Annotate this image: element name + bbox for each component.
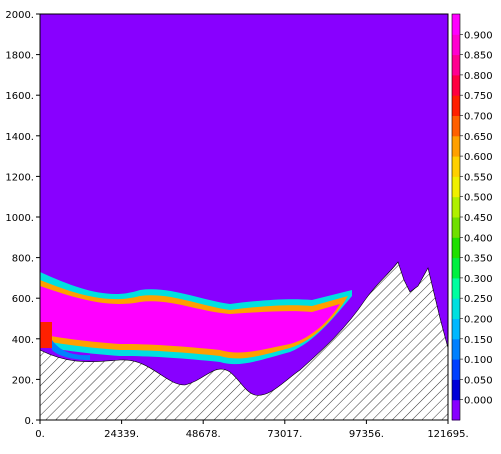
- colorbar-swatch: [452, 359, 460, 380]
- colorbar-swatch: [452, 156, 460, 177]
- x-axis: 0. 24339. 48678. 73017. 97356. 121695.: [35, 420, 469, 440]
- x-tick-label: 0.: [35, 429, 45, 440]
- colorbar-label: 0.200: [464, 315, 493, 326]
- colorbar-swatch: [452, 196, 460, 218]
- colorbar-swatch: [452, 257, 460, 279]
- colorbar-swatch: [452, 135, 460, 157]
- x-tick-label: 121695.: [427, 429, 468, 440]
- colorbar-label: 0.000: [464, 396, 493, 407]
- y-tick-label: 1800.: [5, 51, 34, 62]
- colorbar-label: 0.350: [464, 254, 493, 265]
- colorbar-label: 0.400: [464, 233, 493, 244]
- colorbar-label: 0.700: [464, 112, 493, 123]
- colorbar-swatch: [452, 54, 460, 76]
- y-tick-label: 1600.: [5, 91, 34, 102]
- plume-left-edge: [40, 322, 52, 348]
- y-tick-label: 400.: [12, 335, 34, 346]
- colorbar-label: 0.650: [464, 132, 493, 143]
- x-tick-label: 24339.: [104, 429, 139, 440]
- colorbar-swatch: [452, 399, 460, 421]
- colorbar-swatch: [452, 318, 460, 340]
- colorbar: 0.000 0.050 0.100 0.150 0.200 0.250 0.300 0.350…: [451, 13, 493, 421]
- colorbar-label: 0.600: [464, 152, 493, 163]
- colorbar-swatch: [452, 95, 460, 116]
- colorbar-label: 0.150: [464, 335, 493, 346]
- y-tick-label: 2000.: [5, 10, 34, 21]
- colorbar-label: 0.850: [464, 51, 493, 62]
- colorbar-swatch: [452, 14, 460, 35]
- colorbar-swatch: [452, 237, 460, 259]
- colorbar-swatch: [452, 379, 460, 401]
- colorbar-label: 0.500: [464, 193, 493, 204]
- y-tick-label: 800.: [12, 254, 34, 265]
- plume-core: [40, 286, 340, 353]
- y-tick-label: 1200.: [5, 172, 34, 183]
- colorbar-swatch: [452, 217, 460, 238]
- colorbar-label: 0.450: [464, 213, 493, 224]
- colorbar-label: 0.800: [464, 71, 493, 82]
- colorbar-label: 0.900: [464, 30, 493, 41]
- y-axis: 0. 200. 400. 600. 800. 1000. 1200. 1400. 1600. 18…: [5, 10, 40, 427]
- y-tick-label: 200.: [12, 375, 34, 386]
- plume-left-underside: [52, 340, 90, 360]
- x-tick-label: 73017.: [267, 429, 302, 440]
- y-tick-label: 600.: [12, 294, 34, 305]
- colorbar-label: 0.300: [464, 274, 493, 285]
- colorbar-swatch: [452, 34, 460, 56]
- colorbar-swatch: [452, 338, 460, 360]
- colorbar-label: 0.100: [464, 355, 493, 366]
- colorbar-swatch: [452, 298, 460, 319]
- x-tick-label: 48678.: [186, 429, 221, 440]
- colorbar-swatch: [452, 74, 460, 96]
- colorbar-label: 0.250: [464, 294, 493, 305]
- colorbar-label: 0.050: [464, 375, 493, 386]
- y-tick-label: 1400.: [5, 132, 34, 143]
- colorbar-swatch: [452, 115, 460, 137]
- colorbar-label: 0.750: [464, 91, 493, 102]
- colorbar-swatch: [452, 277, 460, 299]
- y-tick-label: 0.: [24, 416, 34, 427]
- colorbar-label: 0.550: [464, 172, 493, 183]
- colorbar-swatch: [452, 176, 460, 198]
- terrain-profile: [39, 261, 449, 421]
- x-tick-label: 97356.: [349, 429, 384, 440]
- y-tick-label: 1000.: [5, 213, 34, 224]
